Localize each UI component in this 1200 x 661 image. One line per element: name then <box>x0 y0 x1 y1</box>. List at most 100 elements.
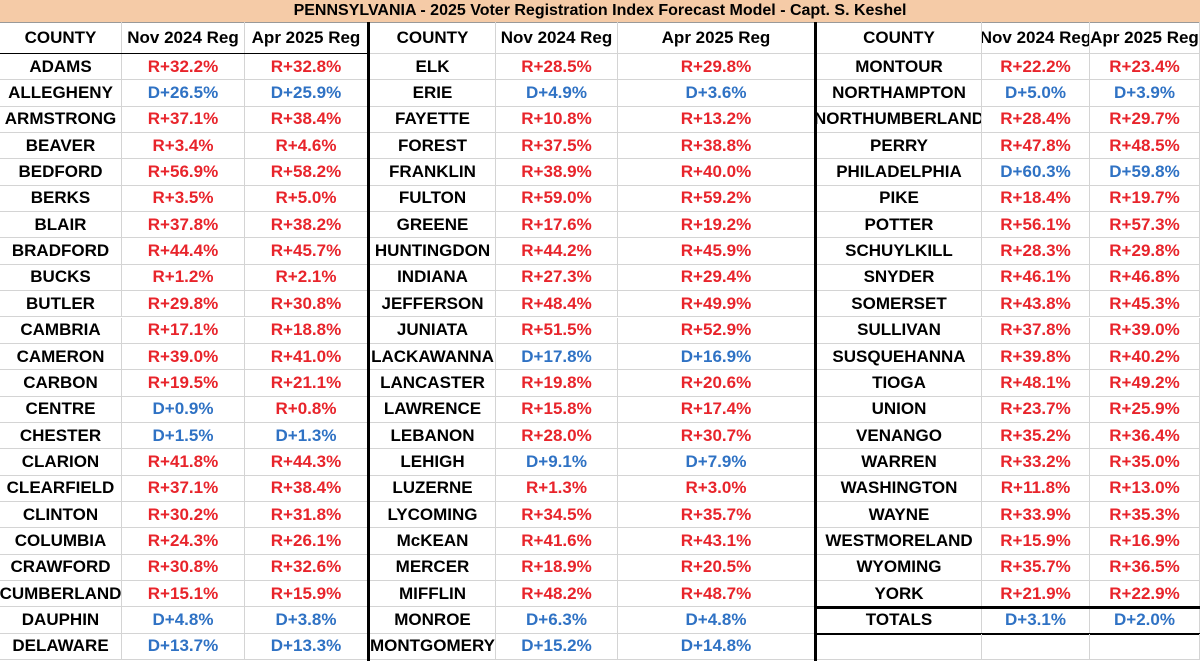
county-name: CLEARFIELD <box>0 475 122 502</box>
apr-2025-value: R+35.0% <box>1090 449 1200 476</box>
nov-2024-value: R+17.1% <box>122 317 245 344</box>
county-name: ARMSTRONG <box>0 106 122 134</box>
apr-2025-value: D+3.8% <box>245 607 368 634</box>
column-header: COUNTY <box>817 22 982 54</box>
apr-2025-value: R+32.8% <box>245 54 368 81</box>
column-header: COUNTY <box>0 22 122 54</box>
column-header: Nov 2024 Reg <box>122 22 245 54</box>
apr-2025-value: R+36.4% <box>1090 422 1200 450</box>
group-divider <box>367 22 370 661</box>
nov-2024-value: R+15.8% <box>496 396 618 423</box>
county-name: BRADFORD <box>0 238 122 265</box>
nov-2024-value: R+46.1% <box>982 264 1090 292</box>
apr-2025-value: R+40.0% <box>618 159 815 186</box>
apr-2025-value: R+30.8% <box>245 291 368 318</box>
apr-2025-value: R+38.2% <box>245 212 368 239</box>
nov-2024-value: R+28.3% <box>982 238 1090 265</box>
county-name: SUSQUEHANNA <box>817 343 982 371</box>
column-header: Nov 2024 Reg <box>496 22 618 54</box>
empty-cell <box>982 633 1090 661</box>
county-name: TIOGA <box>817 370 982 397</box>
county-name: PIKE <box>817 185 982 213</box>
nov-2024-value: R+33.9% <box>982 501 1090 529</box>
nov-2024-value: R+15.1% <box>122 581 245 608</box>
apr-2025-value: R+29.4% <box>618 264 815 292</box>
county-name: LEHIGH <box>370 449 496 476</box>
apr-2025-value: R+35.7% <box>618 501 815 529</box>
apr-2025-value: R+25.9% <box>1090 396 1200 423</box>
apr-2025-value: R+29.8% <box>1090 238 1200 265</box>
apr-2025-value: R+58.2% <box>245 159 368 186</box>
apr-2025-value: R+21.1% <box>245 370 368 397</box>
county-name: POTTER <box>817 212 982 239</box>
nov-2024-value: R+32.2% <box>122 54 245 81</box>
nov-2024-value: D+17.8% <box>496 343 618 371</box>
county-name: SOMERSET <box>817 291 982 318</box>
county-name: WESTMORELAND <box>817 528 982 555</box>
apr-2025-value: D+2.0% <box>1090 607 1200 634</box>
county-name: CENTRE <box>0 396 122 423</box>
county-name: BEDFORD <box>0 159 122 186</box>
nov-2024-value: R+28.0% <box>496 422 618 450</box>
apr-2025-value: R+38.8% <box>618 133 815 160</box>
county-name: VENANGO <box>817 422 982 450</box>
county-name: JUNIATA <box>370 317 496 344</box>
nov-2024-value: R+30.8% <box>122 554 245 581</box>
nov-2024-value: R+39.8% <box>982 343 1090 371</box>
apr-2025-value: D+4.8% <box>618 607 815 634</box>
apr-2025-value: R+2.1% <box>245 264 368 292</box>
nov-2024-value: R+28.5% <box>496 54 618 81</box>
apr-2025-value: R+44.3% <box>245 449 368 476</box>
nov-2024-value: D+15.2% <box>496 633 618 661</box>
apr-2025-value: R+43.1% <box>618 528 815 555</box>
county-name: McKEAN <box>370 528 496 555</box>
county-name: LAWRENCE <box>370 396 496 423</box>
nov-2024-value: R+21.9% <box>982 581 1090 608</box>
nov-2024-value: R+38.9% <box>496 159 618 186</box>
apr-2025-value: R+49.2% <box>1090 370 1200 397</box>
apr-2025-value: R+26.1% <box>245 528 368 555</box>
county-name: CUMBERLAND <box>0 581 122 608</box>
apr-2025-value: R+18.8% <box>245 317 368 344</box>
totals-border <box>817 632 1200 635</box>
county-name: MONTOUR <box>817 54 982 81</box>
nov-2024-value: R+23.7% <box>982 396 1090 423</box>
nov-2024-value: D+4.8% <box>122 607 245 634</box>
county-name: BUTLER <box>0 291 122 318</box>
apr-2025-value: R+4.6% <box>245 133 368 160</box>
nov-2024-value: R+48.4% <box>496 291 618 318</box>
county-name: CRAWFORD <box>0 554 122 581</box>
county-name: SCHUYLKILL <box>817 238 982 265</box>
column-header: Nov 2024 Reg <box>982 22 1090 54</box>
empty-cell <box>1090 633 1200 661</box>
apr-2025-value: R+15.9% <box>245 581 368 608</box>
county-name: MONTGOMERY <box>370 633 496 661</box>
apr-2025-value: D+13.3% <box>245 633 368 661</box>
county-name: CARBON <box>0 370 122 397</box>
county-name: FULTON <box>370 185 496 213</box>
county-name: DAUPHIN <box>0 607 122 634</box>
county-name: FOREST <box>370 133 496 160</box>
county-name: MERCER <box>370 554 496 581</box>
county-name: ELK <box>370 54 496 81</box>
nov-2024-value: R+22.2% <box>982 54 1090 81</box>
county-name: ERIE <box>370 80 496 107</box>
nov-2024-value: R+34.5% <box>496 501 618 529</box>
apr-2025-value: R+36.5% <box>1090 554 1200 581</box>
apr-2025-value: R+19.2% <box>618 212 815 239</box>
county-name: FRANKLIN <box>370 159 496 186</box>
apr-2025-value: R+22.9% <box>1090 581 1200 608</box>
county-name: LUZERNE <box>370 475 496 502</box>
apr-2025-value: R+30.7% <box>618 422 815 450</box>
apr-2025-value: R+32.6% <box>245 554 368 581</box>
county-name: CLARION <box>0 449 122 476</box>
nov-2024-value: R+1.3% <box>496 475 618 502</box>
apr-2025-value: R+29.8% <box>618 54 815 81</box>
nov-2024-value: D+3.1% <box>982 607 1090 634</box>
apr-2025-value: D+3.6% <box>618 80 815 107</box>
nov-2024-value: D+0.9% <box>122 396 245 423</box>
county-name: PHILADELPHIA <box>817 159 982 186</box>
apr-2025-value: R+20.6% <box>618 370 815 397</box>
nov-2024-value: R+37.8% <box>982 317 1090 344</box>
apr-2025-value: R+48.7% <box>618 581 815 608</box>
